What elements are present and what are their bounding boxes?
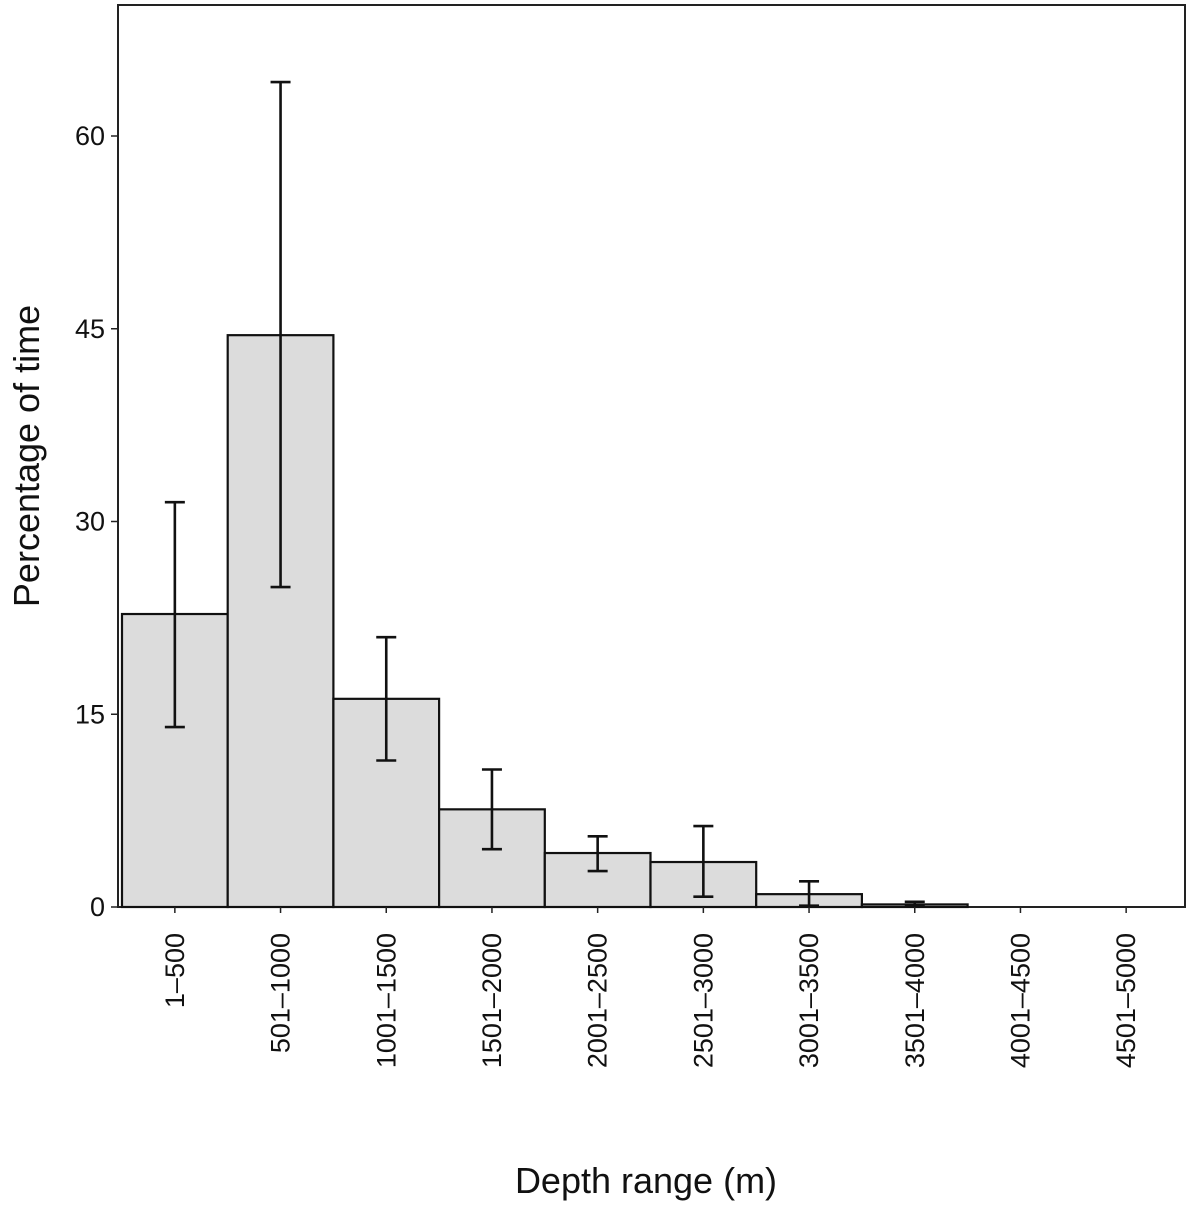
x-tick-label: 4001–4500	[1005, 933, 1035, 1068]
y-axis-ticks: 0 15 30 45 60	[75, 121, 118, 922]
y-tick-label: 45	[75, 314, 105, 344]
x-axis-ticks: 1–500 501–1000 1001–1500 1501–2000 2001–2500…	[160, 907, 1141, 1068]
x-tick-label: 2501–3000	[688, 933, 718, 1068]
error-bar	[376, 635, 397, 762]
error-bar	[481, 768, 502, 851]
y-axis-title: Percentage of time	[6, 305, 47, 607]
y-tick-label: 15	[75, 699, 105, 729]
error-bar	[270, 80, 291, 589]
error-bar	[164, 500, 185, 729]
x-tick-label: 1001–1500	[371, 933, 401, 1068]
x-tick-label: 4501–5000	[1111, 933, 1141, 1068]
x-tick-label: 2001–2500	[583, 933, 613, 1068]
x-tick-label: 501–1000	[266, 933, 296, 1053]
x-tick-label: 1–500	[160, 933, 190, 1008]
y-tick-label: 30	[75, 507, 105, 537]
y-tick-label: 0	[90, 892, 105, 922]
y-tick-label: 60	[75, 121, 105, 151]
error-bar	[799, 879, 820, 908]
x-tick-label: 3501–4000	[900, 933, 930, 1068]
error-bar	[904, 900, 925, 908]
x-tick-label: 3001–3500	[794, 933, 824, 1068]
x-tick-label: 1501–2000	[477, 933, 507, 1068]
error-bar	[693, 824, 714, 899]
x-axis-title: Depth range (m)	[515, 1160, 777, 1201]
error-bars	[164, 80, 925, 908]
error-bar	[587, 835, 608, 873]
